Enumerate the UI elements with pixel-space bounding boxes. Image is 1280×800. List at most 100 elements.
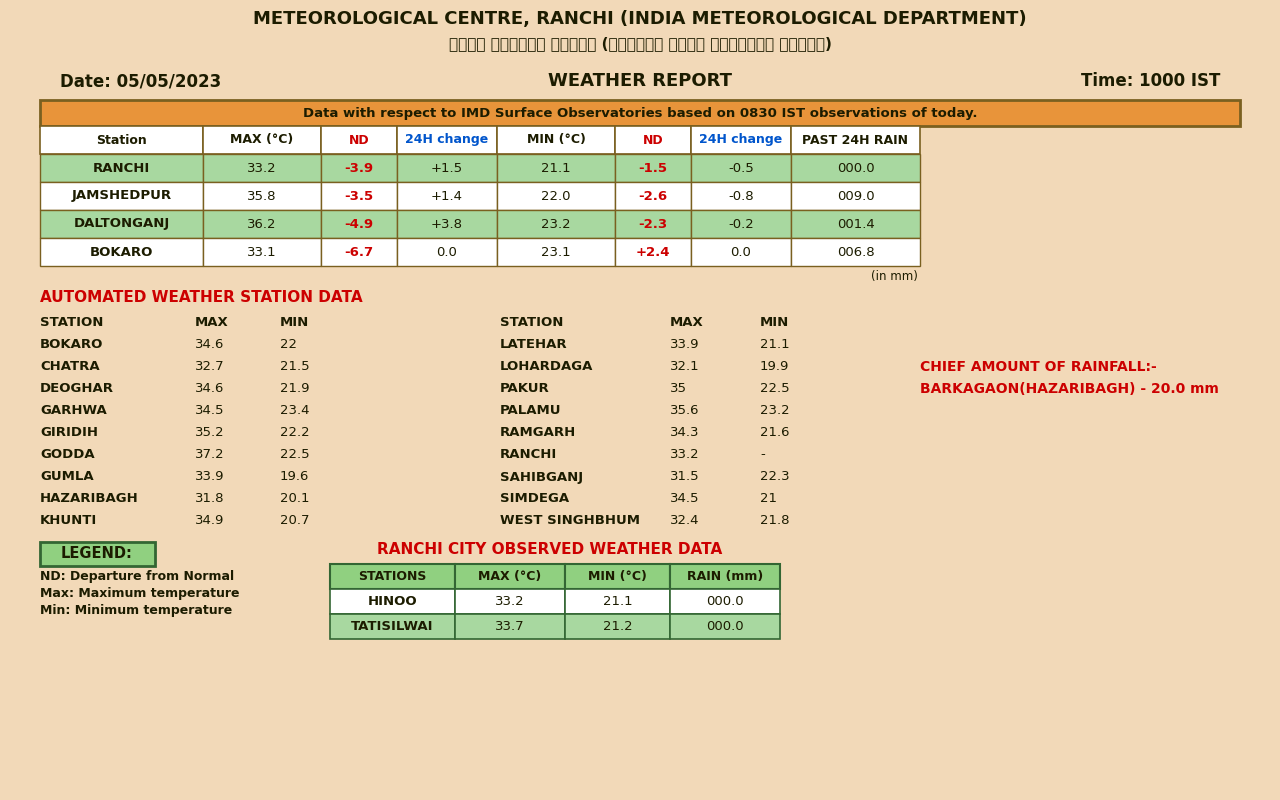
- Text: ND: ND: [643, 134, 663, 146]
- Text: RAMGARH: RAMGARH: [500, 426, 576, 439]
- Bar: [321, 182, 397, 210]
- Bar: [691, 126, 791, 154]
- Text: 35.8: 35.8: [247, 190, 276, 202]
- Bar: [40, 126, 204, 154]
- Text: HAZARIBAGH: HAZARIBAGH: [40, 493, 138, 506]
- Text: 37.2: 37.2: [195, 449, 224, 462]
- Text: 0.0: 0.0: [436, 246, 457, 258]
- Bar: [454, 614, 564, 639]
- Text: CHATRA: CHATRA: [40, 361, 100, 374]
- Bar: [321, 126, 397, 154]
- Bar: [791, 182, 920, 210]
- Text: Max: Maximum temperature: Max: Maximum temperature: [40, 587, 239, 600]
- Text: 006.8: 006.8: [837, 246, 874, 258]
- Bar: [40, 154, 204, 182]
- Bar: [330, 589, 454, 614]
- Text: LEGEND:: LEGEND:: [61, 546, 133, 562]
- Text: 35.6: 35.6: [669, 405, 699, 418]
- Bar: [614, 154, 691, 182]
- Text: 21.6: 21.6: [760, 426, 790, 439]
- Bar: [614, 210, 691, 238]
- Bar: [40, 238, 204, 266]
- Text: 32.1: 32.1: [669, 361, 700, 374]
- Text: RANCHI: RANCHI: [500, 449, 557, 462]
- Text: Date: 05/05/2023: Date: 05/05/2023: [60, 72, 221, 90]
- Text: DEOGHAR: DEOGHAR: [40, 382, 114, 395]
- Text: 32.7: 32.7: [195, 361, 224, 374]
- Bar: [40, 100, 1240, 126]
- Text: -0.5: -0.5: [728, 162, 754, 174]
- Text: 22.2: 22.2: [280, 426, 310, 439]
- Text: MAX: MAX: [669, 317, 704, 330]
- Text: 22.3: 22.3: [760, 470, 790, 483]
- Text: 21.9: 21.9: [280, 382, 310, 395]
- Text: MIN: MIN: [760, 317, 790, 330]
- Text: BARKAGAON(HAZARIBAGH) - 20.0 mm: BARKAGAON(HAZARIBAGH) - 20.0 mm: [920, 382, 1219, 396]
- Text: -1.5: -1.5: [639, 162, 667, 174]
- Bar: [397, 154, 497, 182]
- Text: GARHWA: GARHWA: [40, 405, 106, 418]
- Text: 33.2: 33.2: [669, 449, 700, 462]
- Text: 33.2: 33.2: [247, 162, 276, 174]
- Text: -3.9: -3.9: [344, 162, 374, 174]
- Bar: [691, 210, 791, 238]
- Bar: [497, 126, 614, 154]
- Text: TATISILWAI: TATISILWAI: [351, 620, 434, 633]
- Bar: [791, 238, 920, 266]
- Text: 36.2: 36.2: [247, 218, 276, 230]
- Text: BOKARO: BOKARO: [90, 246, 154, 258]
- Text: RANCHI CITY OBSERVED WEATHER DATA: RANCHI CITY OBSERVED WEATHER DATA: [378, 542, 723, 557]
- Text: STATION: STATION: [40, 317, 104, 330]
- Bar: [204, 154, 321, 182]
- Text: WEATHER REPORT: WEATHER REPORT: [548, 72, 732, 90]
- Text: 33.9: 33.9: [195, 470, 224, 483]
- Bar: [614, 238, 691, 266]
- Text: 22.0: 22.0: [541, 190, 571, 202]
- Text: ND: ND: [348, 134, 370, 146]
- Bar: [497, 154, 614, 182]
- Text: 34.6: 34.6: [195, 338, 224, 351]
- Text: Data with respect to IMD Surface Observatories based on 0830 IST observations of: Data with respect to IMD Surface Observa…: [303, 106, 977, 119]
- Text: MIN: MIN: [280, 317, 310, 330]
- Bar: [330, 614, 454, 639]
- Text: +1.5: +1.5: [431, 162, 463, 174]
- Text: 000.0: 000.0: [707, 620, 744, 633]
- Bar: [497, 238, 614, 266]
- Text: GIRIDIH: GIRIDIH: [40, 426, 99, 439]
- Text: 22: 22: [280, 338, 297, 351]
- Text: RAIN (mm): RAIN (mm): [687, 570, 763, 583]
- Text: 20.7: 20.7: [280, 514, 310, 527]
- Text: 24H change: 24H change: [406, 134, 489, 146]
- Text: 0.0: 0.0: [731, 246, 751, 258]
- Text: PAST 24H RAIN: PAST 24H RAIN: [803, 134, 909, 146]
- Bar: [321, 238, 397, 266]
- Text: 21.1: 21.1: [760, 338, 790, 351]
- Text: (in mm): (in mm): [872, 270, 918, 283]
- Bar: [669, 614, 780, 639]
- Text: METEOROLOGICAL CENTRE, RANCHI (INDIA METEOROLOGICAL DEPARTMENT): METEOROLOGICAL CENTRE, RANCHI (INDIA MET…: [253, 10, 1027, 28]
- Text: PALAMU: PALAMU: [500, 405, 562, 418]
- Text: 22.5: 22.5: [280, 449, 310, 462]
- Text: 21.5: 21.5: [280, 361, 310, 374]
- Bar: [204, 182, 321, 210]
- Text: -0.8: -0.8: [728, 190, 754, 202]
- Text: GUMLA: GUMLA: [40, 470, 93, 483]
- Text: 33.1: 33.1: [247, 246, 276, 258]
- Text: MAX: MAX: [195, 317, 229, 330]
- Text: 34.3: 34.3: [669, 426, 699, 439]
- Text: +2.4: +2.4: [636, 246, 671, 258]
- Text: 21.1: 21.1: [541, 162, 571, 174]
- Bar: [791, 210, 920, 238]
- Text: 23.2: 23.2: [760, 405, 790, 418]
- Bar: [497, 210, 614, 238]
- Text: Time: 1000 IST: Time: 1000 IST: [1080, 72, 1220, 90]
- Text: 001.4: 001.4: [837, 218, 874, 230]
- Bar: [691, 182, 791, 210]
- Bar: [691, 154, 791, 182]
- Text: BOKARO: BOKARO: [40, 338, 104, 351]
- Text: KHUNTI: KHUNTI: [40, 514, 97, 527]
- Text: 19.9: 19.9: [760, 361, 790, 374]
- Text: 33.9: 33.9: [669, 338, 699, 351]
- Bar: [330, 564, 454, 589]
- Text: 35: 35: [669, 382, 687, 395]
